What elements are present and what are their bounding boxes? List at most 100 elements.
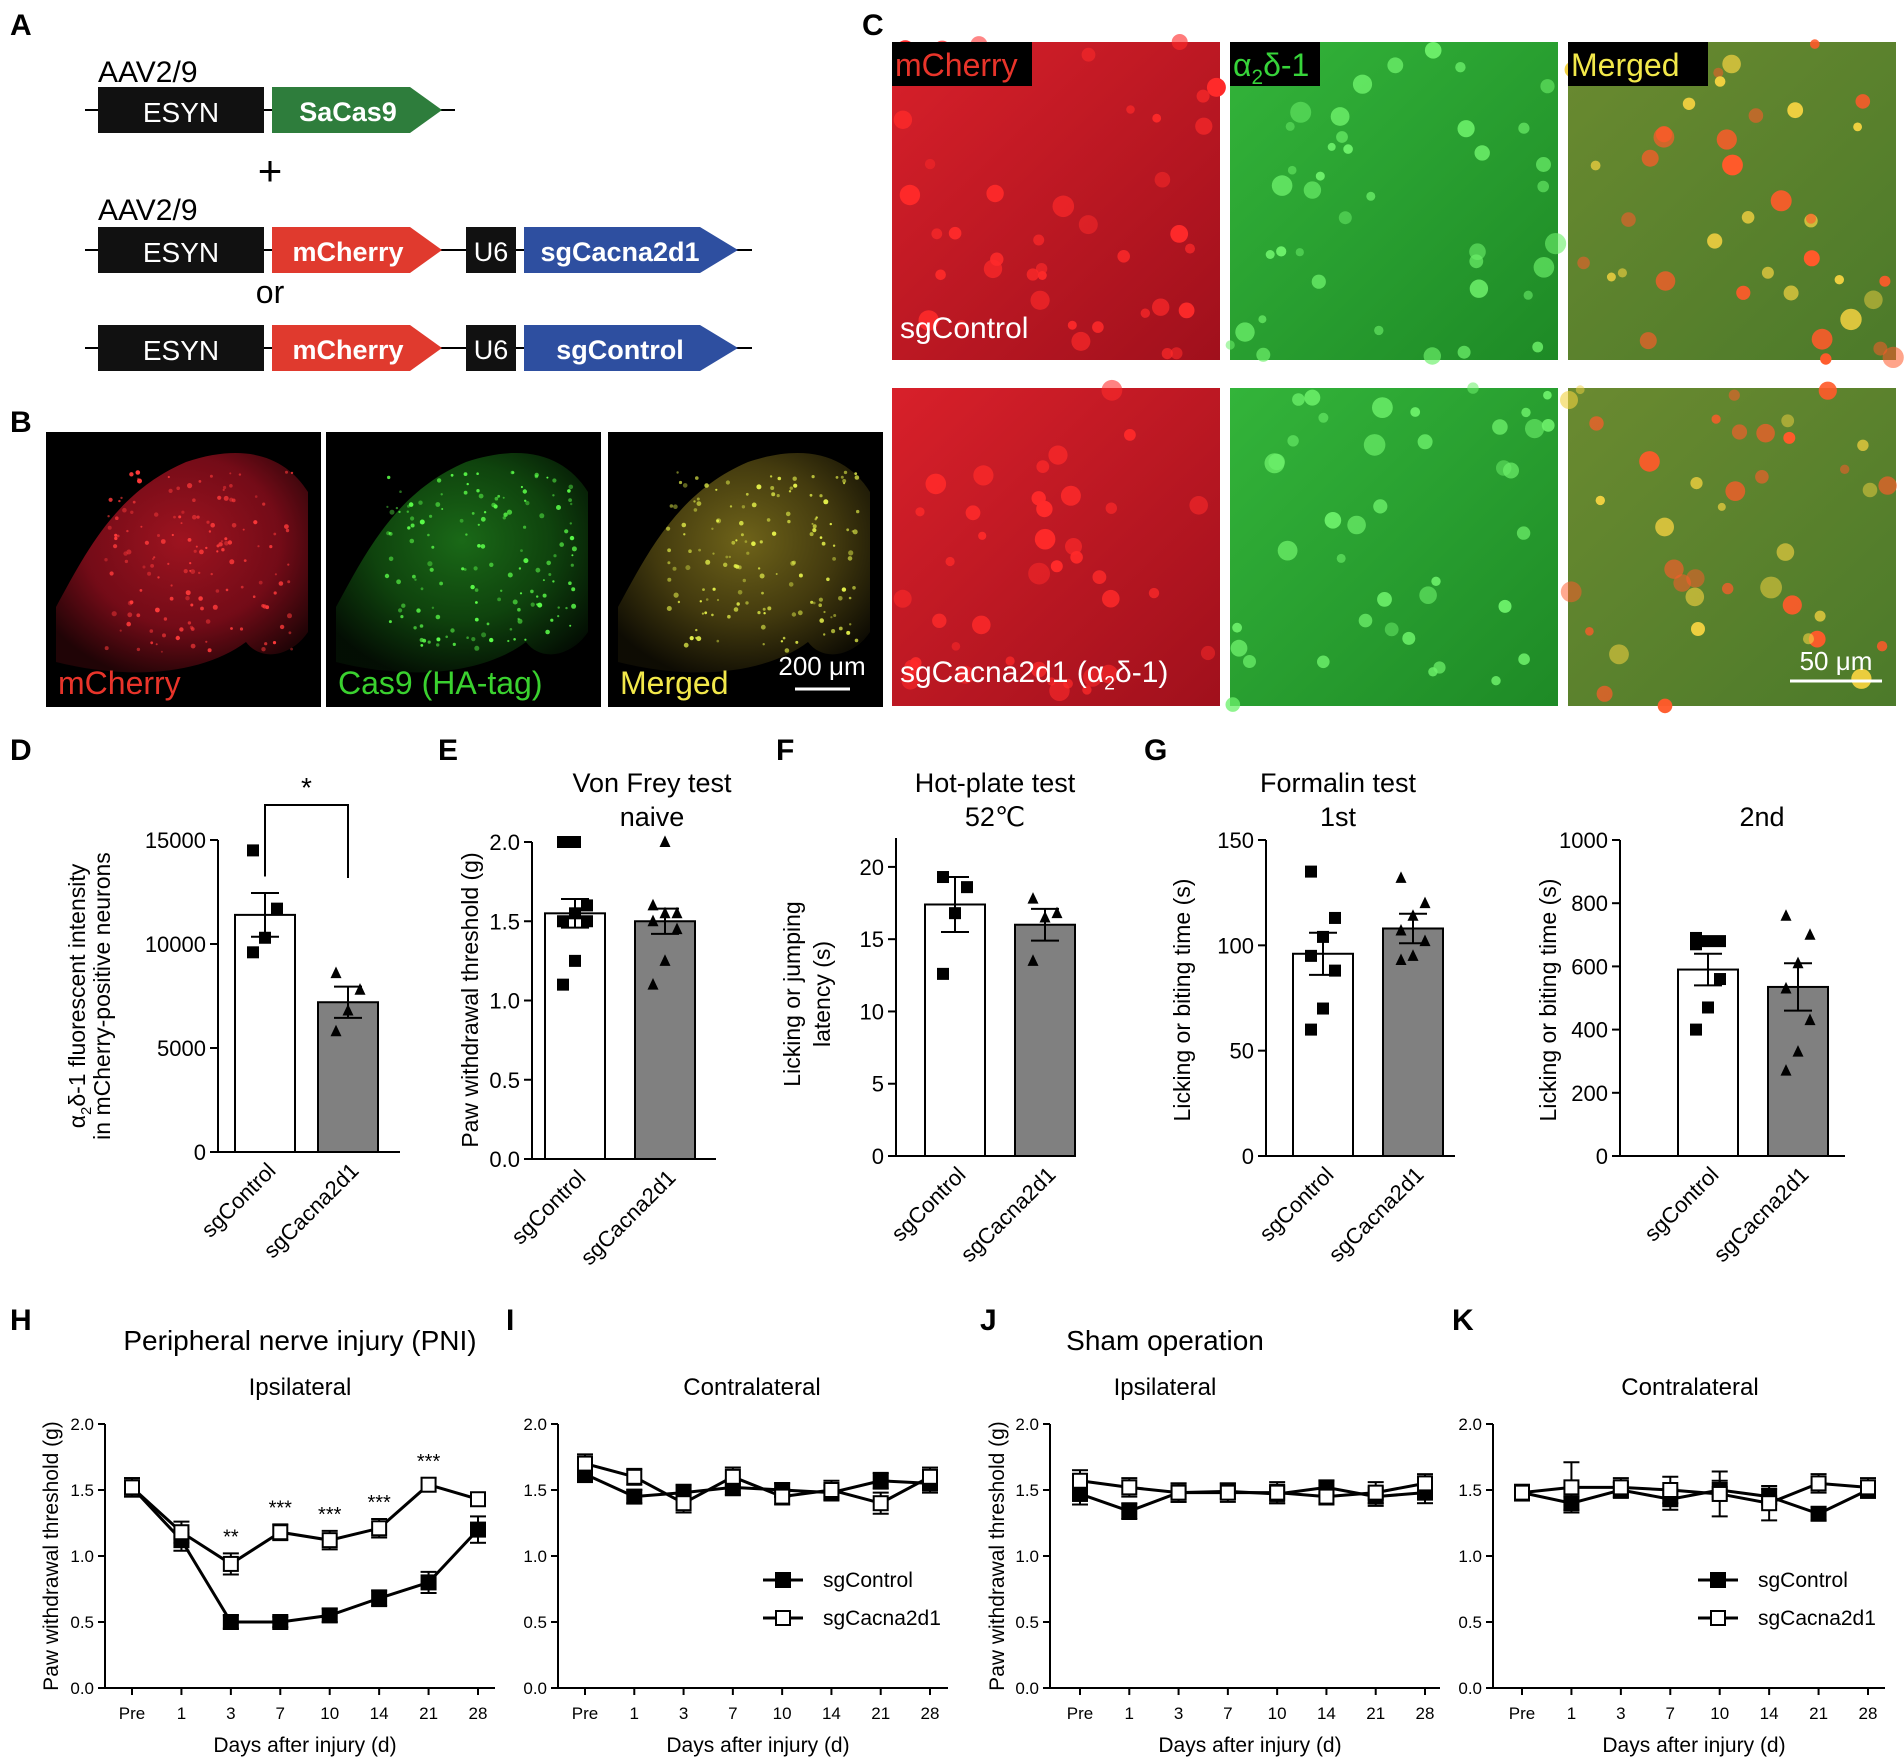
series-line [584, 1462, 931, 1505]
cell-body [1673, 574, 1691, 592]
cell-dot [777, 476, 782, 481]
data-point [1702, 1001, 1714, 1014]
y-tick-label: 1000 [1559, 828, 1608, 853]
cell-body [1728, 389, 1740, 401]
data-point [321, 1607, 338, 1624]
cell-dot [419, 637, 424, 643]
x-tick-label: 14 [1317, 1704, 1336, 1723]
cell-dot [223, 485, 227, 490]
data-point [1395, 923, 1407, 936]
cell-body [1873, 341, 1888, 356]
cell-body [1655, 271, 1676, 291]
cell-dot [129, 600, 134, 605]
cell-dot [471, 512, 475, 515]
cell-dot [819, 494, 823, 498]
cell-dot [757, 611, 761, 615]
bar [924, 903, 986, 1157]
cell-body [945, 556, 955, 567]
cell-body [1185, 243, 1195, 254]
cell-dot [137, 478, 142, 484]
cell-body [1803, 633, 1814, 645]
y-tick-label: 2.0 [70, 1415, 94, 1434]
cell-dot [705, 598, 709, 601]
cell-dot [189, 569, 192, 572]
cell-body [1760, 576, 1782, 599]
cell-dot [678, 480, 683, 485]
significance-bracket [264, 804, 349, 878]
cell-dot [463, 568, 467, 571]
y-tick-label: 2.0 [523, 1415, 547, 1434]
scale-bar-label: 200 μm [778, 651, 865, 681]
data-point [1039, 910, 1051, 923]
cell-dot [198, 596, 203, 601]
cell-body [1126, 105, 1135, 114]
cell-body [1609, 644, 1629, 665]
cell-body [1690, 477, 1703, 490]
significance-marker: *** [367, 1492, 391, 1514]
cell-body [1840, 464, 1850, 474]
cell-dot [167, 475, 170, 479]
y-tick-label: 0.5 [523, 1613, 547, 1632]
cell-dot [770, 486, 775, 490]
data-point [823, 1482, 840, 1498]
x-tick-label: Pre [1509, 1704, 1535, 1723]
cell-dot [129, 472, 134, 477]
cell-dot [195, 545, 198, 548]
cell-dot [388, 532, 391, 535]
cell-body [1467, 382, 1479, 394]
cell-dot [493, 504, 498, 509]
cell-dot [780, 640, 784, 643]
cell-dot [418, 500, 423, 505]
cell-dot [757, 567, 761, 570]
cell-dot [136, 613, 141, 618]
tissue-section [56, 453, 308, 673]
chart-title: 52℃ [965, 802, 1025, 832]
cell-dot [759, 540, 763, 544]
cell-body [1171, 34, 1188, 50]
cell-body [1065, 538, 1082, 555]
promoter-label: ESYN [143, 335, 219, 366]
cell-dot [811, 522, 814, 525]
cell-dot [287, 563, 290, 566]
cell-body [1805, 213, 1817, 224]
cell-dot [157, 576, 160, 579]
data-point [1121, 1503, 1138, 1520]
cell-body [1655, 517, 1674, 537]
data-point [1792, 956, 1804, 969]
cell-dot [406, 510, 409, 513]
data-point [420, 1476, 437, 1493]
cell-body [1725, 481, 1746, 501]
x-tick-label: 7 [1666, 1704, 1675, 1723]
header-backdrop [1568, 42, 1708, 86]
cell-dot [525, 501, 530, 506]
panel-label-B: B [10, 406, 32, 439]
cell-dot [739, 520, 744, 526]
cell-body [1052, 195, 1075, 218]
cell-body [1005, 656, 1015, 666]
cell-dot [288, 631, 292, 635]
data-point [1027, 954, 1039, 966]
cell-dot [792, 560, 796, 565]
vector-label: AAV2/9 [98, 56, 198, 89]
data-point [569, 954, 581, 967]
data-point [1305, 949, 1317, 962]
cell-body [1575, 385, 1585, 395]
cell-dot [190, 603, 194, 607]
cell-dot [763, 612, 766, 615]
cell-dot [735, 564, 740, 569]
data-point [1305, 1023, 1317, 1036]
chart-i: 0.0 0.5 1.0 1.5 2.0 Pre 1 3 7 10 14 21 28 Days after … [523, 1374, 948, 1757]
cell-body [1082, 685, 1092, 695]
cell-body [932, 613, 947, 628]
cell-dot [229, 484, 233, 488]
y-tick-label: 0 [1242, 1144, 1254, 1169]
cell-dot [107, 525, 112, 530]
cell-dot [742, 578, 746, 583]
cell-body [1532, 341, 1544, 353]
category-label: sgControl [1254, 1162, 1338, 1246]
cell-dot [290, 647, 293, 651]
cell-dot [745, 492, 749, 496]
cell-dot [170, 584, 173, 587]
data-point [1860, 1479, 1876, 1496]
category-label: sgControl [886, 1162, 970, 1246]
